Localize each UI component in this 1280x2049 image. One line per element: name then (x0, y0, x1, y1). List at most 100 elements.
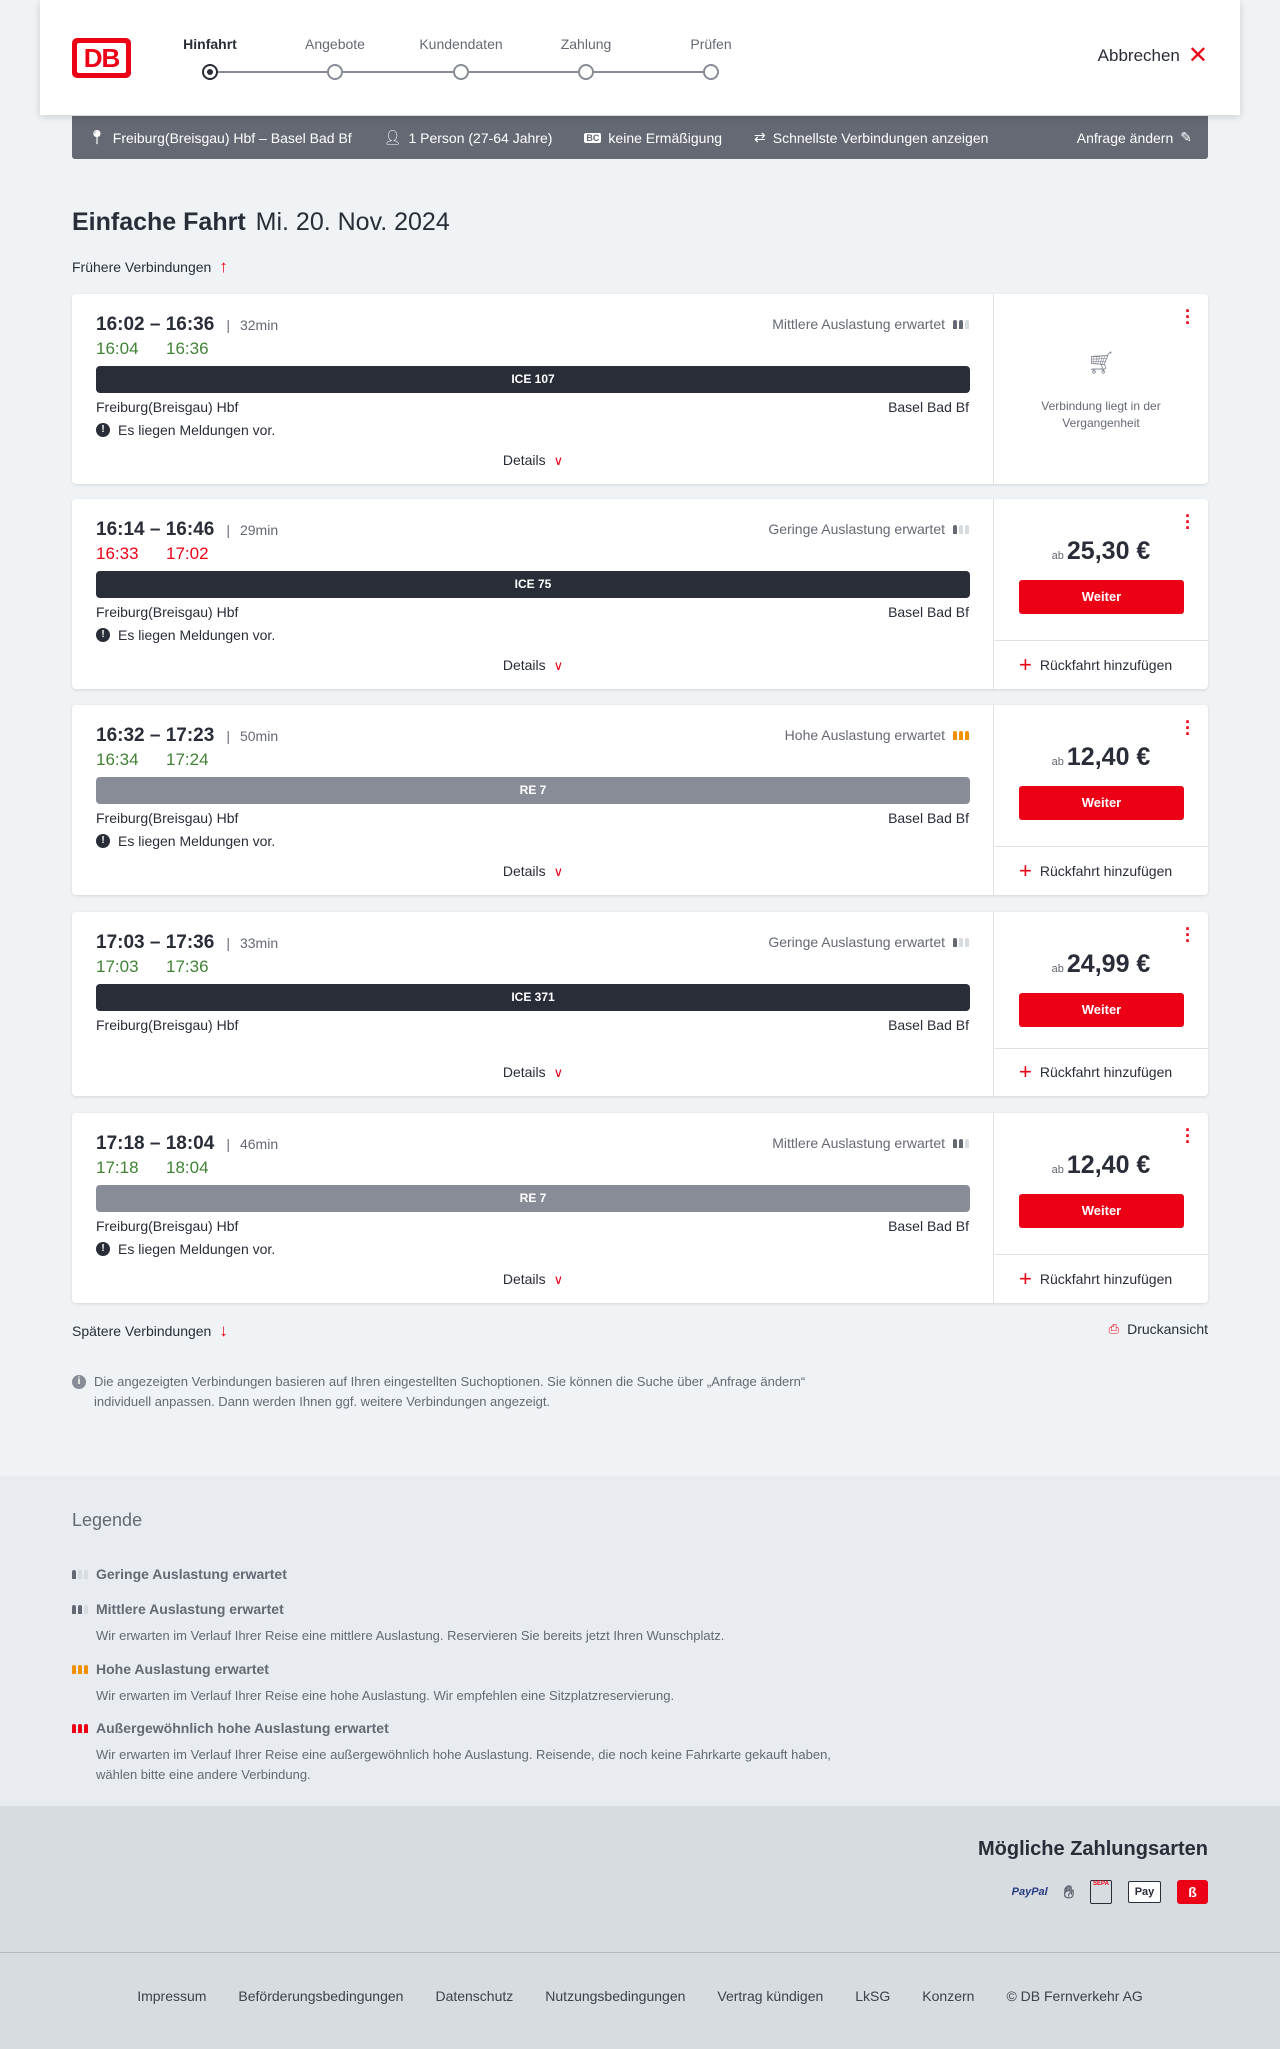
more-options-icon[interactable]: · · · (1185, 919, 1191, 951)
occupancy-bar (78, 1664, 82, 1674)
price: ab 25,30 € (994, 537, 1208, 566)
details-toggle[interactable]: Details ∨ (72, 1064, 994, 1081)
train-bar[interactable]: ICE 107 (96, 366, 970, 393)
header: DB Hinfahrt Angebote Kundendaten Zahlung Prü… (40, 0, 1240, 115)
footer-link[interactable]: Beförderungsbedingungen (238, 1988, 404, 2004)
legend-item: Geringe Auslastung erwartet (72, 1566, 287, 1582)
footer-link[interactable]: Vertrag kündigen (717, 1988, 824, 2004)
earlier-connections-link[interactable]: Frühere Verbindungen ↑ (72, 257, 228, 277)
occupancy-level-1-icon (953, 937, 969, 947)
bahncard-icon: BC (584, 132, 602, 143)
later-connections-link[interactable]: Spätere Verbindungen ↓ (72, 1321, 228, 1341)
search-summary-bar: 📍︎ Freiburg(Breisgau) Hbf – Basel Bad Bf … (72, 116, 1208, 159)
realtime-arrival: 17:02 (166, 544, 209, 563)
occupancy-info: Geringe Auslastung erwartet (768, 934, 969, 950)
step-2-indicator[interactable] (453, 64, 469, 80)
trip-type: Einfache Fahrt (72, 208, 246, 236)
details-label: Details (502, 1271, 546, 1287)
step-hinfahrt-label[interactable]: Hinfahrt (183, 36, 237, 52)
footer-link[interactable]: Impressum (137, 1988, 207, 2004)
occupancy-label: Hohe Auslastung erwartet (784, 727, 945, 743)
occupancy-level-3-icon (953, 730, 969, 740)
legend-item: Mittlere Auslastung erwartet Wir erwarten… (72, 1601, 856, 1646)
footer-link[interactable]: Konzern (922, 1988, 975, 2004)
occupancy-info: Mittlere Auslastung erwartet (772, 1135, 969, 1151)
earlier-label: Frühere Verbindungen (72, 259, 212, 275)
step-4-indicator[interactable] (703, 64, 719, 80)
more-options-icon[interactable]: · · · (1185, 506, 1191, 538)
train-bar[interactable]: ICE 371 (96, 984, 970, 1011)
footer-link[interactable]: LkSG (855, 1988, 891, 2004)
planned-times: 16:14 – 16:46 | 29min (96, 519, 278, 541)
realtime-arrival: 17:24 (166, 750, 209, 769)
occupancy-bar (965, 1138, 969, 1148)
legend-section: Legende Geringe Auslastung erwartet Mittl… (0, 1476, 1280, 1806)
messages-notice: ! Es liegen Meldungen vor. (96, 627, 275, 643)
more-options-icon[interactable]: · · · (1185, 301, 1191, 333)
step-angebote-label[interactable]: Angebote (305, 36, 365, 52)
footer-link[interactable]: Nutzungsbedingungen (545, 1988, 686, 2004)
plus-icon: + (1019, 652, 1032, 677)
cancel-button[interactable]: Abbrechen ✕ (1098, 42, 1208, 69)
train-bar[interactable]: ICE 75 (96, 571, 970, 598)
step-kundendaten-label[interactable]: Kundendaten (419, 36, 503, 52)
connection-info: 16:14 – 16:46 | 29min 16:33 17:02 Geringe Aus… (72, 499, 994, 689)
price-value: 24,99 € (1066, 950, 1151, 978)
occupancy-bar (965, 730, 969, 740)
add-return-button[interactable]: + Rückfahrt hinzufügen (1019, 860, 1172, 882)
details-toggle[interactable]: Details ∨ (72, 657, 994, 674)
chevron-down-icon: ∨ (553, 1065, 564, 1080)
planned-time-range: 16:32 – 17:23 (96, 725, 215, 746)
step-3-indicator[interactable] (578, 64, 594, 80)
duration: 32min (239, 317, 279, 333)
step-prüfen-label[interactable]: Prüfen (690, 36, 732, 52)
occupancy-bar (78, 1569, 82, 1579)
step-1-indicator[interactable] (327, 64, 343, 80)
print-view-link[interactable]: ⎙ Druckansicht (1109, 1321, 1208, 1337)
details-toggle[interactable]: Details ∨ (72, 452, 994, 469)
continue-button[interactable]: Weiter (1019, 993, 1184, 1027)
train-bar[interactable]: RE 7 (96, 777, 970, 804)
arrival-station: Basel Bad Bf (888, 399, 969, 415)
db-logo[interactable]: DB (72, 38, 131, 78)
details-toggle[interactable]: Details ∨ (72, 863, 994, 880)
divider (994, 846, 1208, 847)
continue-button[interactable]: Weiter (1019, 1194, 1184, 1228)
offer-panel: · · · ab 25,30 € Weiter + Rückfahrt hinzufügen (994, 499, 1208, 689)
train-bar[interactable]: RE 7 (96, 1185, 970, 1212)
edit-search-button[interactable]: Anfrage ändern ✎ (1077, 129, 1192, 146)
footer-link[interactable]: Datenschutz (435, 1988, 514, 2004)
step-zahlung-label[interactable]: Zahlung (560, 36, 612, 52)
price: ab 12,40 € (994, 1151, 1208, 1180)
add-return-button[interactable]: + Rückfahrt hinzufügen (1019, 1268, 1172, 1290)
occupancy-level-1-icon (72, 1569, 88, 1579)
separator: | (226, 317, 230, 333)
add-return-button[interactable]: + Rückfahrt hinzufügen (1019, 652, 1172, 677)
connection-info: 17:18 – 18:04 | 46min 17:18 18:04 Mittlere Au… (72, 1113, 994, 1303)
messages-text: Es liegen Meldungen vor. (118, 422, 276, 438)
close-icon: ✕ (1187, 42, 1208, 69)
footer-link[interactable]: © DB Fernverkehr AG (1006, 1988, 1143, 2004)
cart-unavailable-icon: 🛒︎ (1087, 350, 1115, 375)
connection-info: 16:02 – 16:36 | 32min 16:04 16:36 Mittlere Au… (72, 294, 994, 484)
duration: 50min (239, 728, 279, 744)
fastest-connections-text: Schnellste Verbindungen anzeigen (772, 129, 989, 146)
paypal-label: PayPal (1011, 1886, 1048, 1898)
occupancy-bar (953, 524, 957, 534)
duration: 29min (239, 522, 279, 538)
details-label: Details (502, 452, 546, 468)
more-options-icon[interactable]: · · · (1185, 712, 1191, 744)
details-toggle[interactable]: Details ∨ (72, 1271, 994, 1288)
occupancy-bar (84, 1664, 88, 1674)
occupancy-bar (959, 730, 963, 740)
step-0-indicator[interactable] (202, 64, 218, 80)
more-options-icon[interactable]: · · · (1185, 1120, 1191, 1152)
add-return-button[interactable]: + Rückfahrt hinzufügen (1019, 1061, 1172, 1083)
separator: | (226, 728, 230, 744)
connection-info: 17:03 – 17:36 | 33min 17:03 17:36 Geringe Aus… (72, 912, 994, 1096)
legend-item: Hohe Auslastung erwartet Wir erwarten im … (72, 1661, 856, 1706)
continue-button[interactable]: Weiter (1019, 786, 1184, 820)
legend-title-text: Mittlere Auslastung erwartet (96, 1601, 284, 1617)
continue-button[interactable]: Weiter (1019, 580, 1184, 614)
occupancy-bar (72, 1723, 76, 1733)
